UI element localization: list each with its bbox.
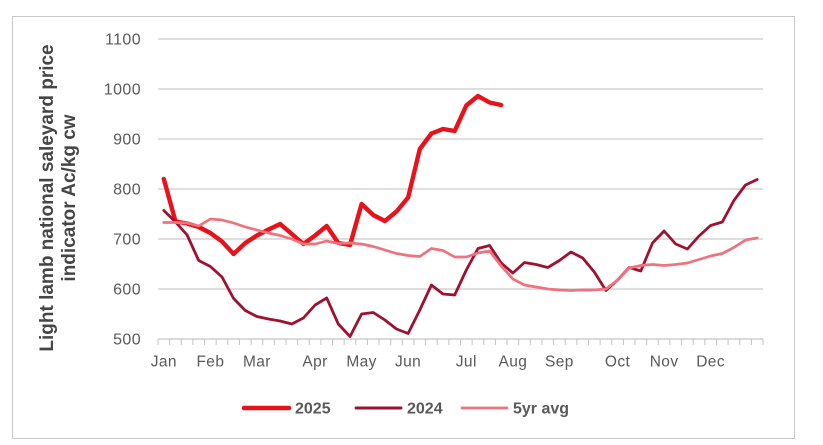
- svg-text:Jun: Jun: [395, 354, 421, 371]
- svg-text:2025: 2025: [295, 401, 331, 418]
- svg-text:indicator Ac/kg cw: indicator Ac/kg cw: [59, 114, 80, 281]
- svg-text:Light lamb national saleyard p: Light lamb national saleyard price: [37, 44, 58, 351]
- svg-text:5yr avg: 5yr avg: [513, 401, 569, 418]
- svg-text:Feb: Feb: [196, 354, 224, 371]
- svg-text:500: 500: [113, 332, 141, 349]
- svg-text:Jul: Jul: [456, 354, 477, 371]
- svg-text:600: 600: [113, 282, 141, 299]
- svg-text:Jan: Jan: [151, 354, 177, 371]
- svg-text:2024: 2024: [407, 401, 443, 418]
- svg-text:May: May: [346, 354, 376, 371]
- svg-text:Dec: Dec: [696, 354, 725, 371]
- svg-text:Oct: Oct: [605, 354, 631, 371]
- svg-text:Mar: Mar: [243, 354, 271, 371]
- svg-text:Aug: Aug: [499, 354, 528, 371]
- svg-text:700: 700: [113, 232, 141, 249]
- svg-text:Apr: Apr: [302, 354, 327, 371]
- svg-text:1100: 1100: [105, 32, 141, 49]
- svg-text:900: 900: [113, 132, 141, 149]
- svg-text:1000: 1000: [104, 82, 141, 99]
- svg-text:Nov: Nov: [650, 354, 679, 371]
- svg-text:800: 800: [113, 182, 141, 199]
- svg-text:Sep: Sep: [545, 354, 574, 371]
